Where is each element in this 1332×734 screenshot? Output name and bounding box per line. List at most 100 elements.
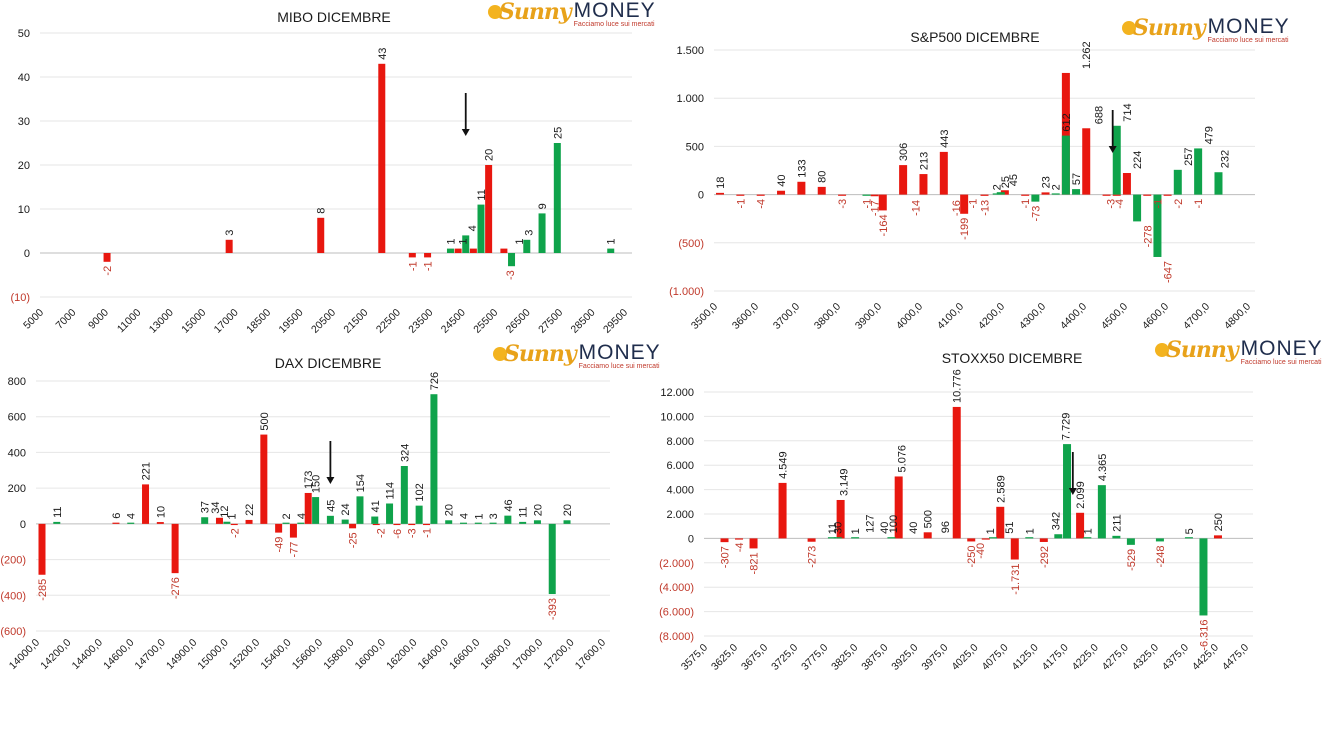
data-label: 3.149: [839, 468, 851, 496]
bar: [460, 522, 467, 524]
logo-tagline: Facciamo luce sui mercati: [578, 363, 660, 370]
bar: [446, 248, 454, 253]
x-tick-label: 22500: [374, 307, 403, 336]
bar: [996, 506, 1005, 539]
y-tick-label: 500: [686, 141, 704, 153]
bar: [996, 192, 1005, 195]
sun-icon: [1122, 21, 1136, 35]
data-label: -393: [547, 598, 559, 620]
x-tick-label: 17000: [212, 307, 241, 336]
bar: [607, 248, 615, 253]
bar: [454, 248, 462, 253]
bar: [538, 213, 546, 253]
logo-money-text: MONEY: [573, 0, 656, 22]
data-label: 11: [827, 523, 839, 534]
bar: [1163, 194, 1172, 196]
logo-sunny-text: Sunny: [1133, 15, 1206, 41]
data-label: 45: [1008, 174, 1020, 186]
data-label: 2: [992, 184, 1004, 190]
data-label: 45: [325, 500, 337, 512]
data-label: -73: [1030, 206, 1042, 222]
y-tick-label: (10): [10, 292, 30, 304]
bar: [423, 523, 431, 526]
bar: [1097, 485, 1106, 539]
data-label: 23: [1041, 176, 1053, 188]
x-tick-label: 15000: [179, 307, 208, 336]
bar: [504, 515, 512, 524]
x-tick-label: 4025,0: [949, 642, 980, 673]
y-tick-label: 200: [8, 483, 26, 495]
data-label: 612: [1061, 113, 1073, 131]
data-label: 4: [296, 513, 308, 519]
bar: [103, 253, 111, 262]
bar: [1213, 535, 1222, 539]
x-tick-label: 3675,0: [739, 642, 770, 673]
data-label: 114: [385, 482, 397, 500]
x-tick-label: 16600,0: [447, 637, 482, 672]
logo-sunny-text: Sunny: [1166, 337, 1239, 363]
data-label: 250: [1213, 513, 1225, 531]
data-label: -1: [423, 261, 435, 271]
x-tick-label: 14600,0: [101, 637, 136, 672]
x-tick-label: 5000: [21, 307, 46, 332]
x-tick-label: 4275,0: [1100, 642, 1131, 673]
bar: [489, 522, 497, 524]
bar: [356, 496, 364, 524]
data-label: 40: [908, 522, 920, 534]
data-label: 51: [1004, 522, 1016, 534]
bar: [1126, 538, 1135, 545]
data-label: 127: [865, 514, 877, 532]
bar: [1199, 538, 1208, 616]
data-label: -1: [1020, 199, 1032, 209]
data-label: 150: [311, 475, 323, 493]
bar: [807, 538, 816, 542]
y-tick-label: (1.000): [669, 286, 704, 298]
bar: [53, 521, 61, 524]
data-label: 1: [606, 238, 618, 244]
bar: [508, 253, 516, 267]
logo-money-text: MONEY: [1240, 337, 1323, 360]
bar: [415, 505, 423, 524]
bar: [1031, 194, 1040, 202]
bar: [1173, 169, 1182, 195]
y-tick-label: 0: [24, 248, 30, 260]
bar: [1063, 444, 1072, 539]
data-label: 4: [459, 513, 471, 519]
x-tick-label: 13000: [147, 307, 176, 336]
data-label: 2: [281, 513, 293, 519]
y-tick-label: (6.000): [659, 607, 694, 619]
data-label: 479: [1203, 126, 1215, 144]
data-label: -4: [756, 199, 768, 209]
y-tick-label: 8.000: [666, 436, 694, 448]
x-tick-label: 4800,0: [1222, 301, 1253, 332]
bar: [223, 521, 231, 524]
data-label: -1: [735, 199, 747, 209]
logo-dax: Sunny MONEY Facciamo luce sui mercati: [493, 342, 661, 371]
bar: [386, 503, 394, 524]
data-label: -1: [407, 261, 419, 271]
bar: [923, 532, 932, 539]
bar: [326, 515, 334, 524]
bar: [1153, 194, 1162, 257]
x-tick-label: 26500: [504, 307, 533, 336]
data-label: 46: [503, 499, 515, 511]
data-label: 1: [1082, 528, 1094, 534]
x-tick-label: 3975,0: [919, 642, 950, 673]
bar: [230, 523, 238, 526]
bar: [1051, 193, 1060, 195]
bar: [289, 523, 297, 538]
y-tick-label: (8.000): [659, 631, 694, 643]
data-label: 7.729: [1061, 413, 1073, 441]
bar: [156, 522, 164, 524]
data-label: 4.549: [778, 451, 790, 479]
bar: [378, 63, 386, 253]
data-label: 1: [458, 238, 470, 244]
x-tick-label: 3700,0: [771, 301, 802, 332]
data-label: 1.262: [1081, 41, 1093, 69]
bar: [716, 192, 724, 195]
bar: [1133, 194, 1142, 222]
bar: [477, 204, 485, 253]
bar: [1061, 135, 1070, 195]
data-label: 22: [244, 504, 256, 516]
x-tick-label: 11000: [115, 307, 144, 336]
